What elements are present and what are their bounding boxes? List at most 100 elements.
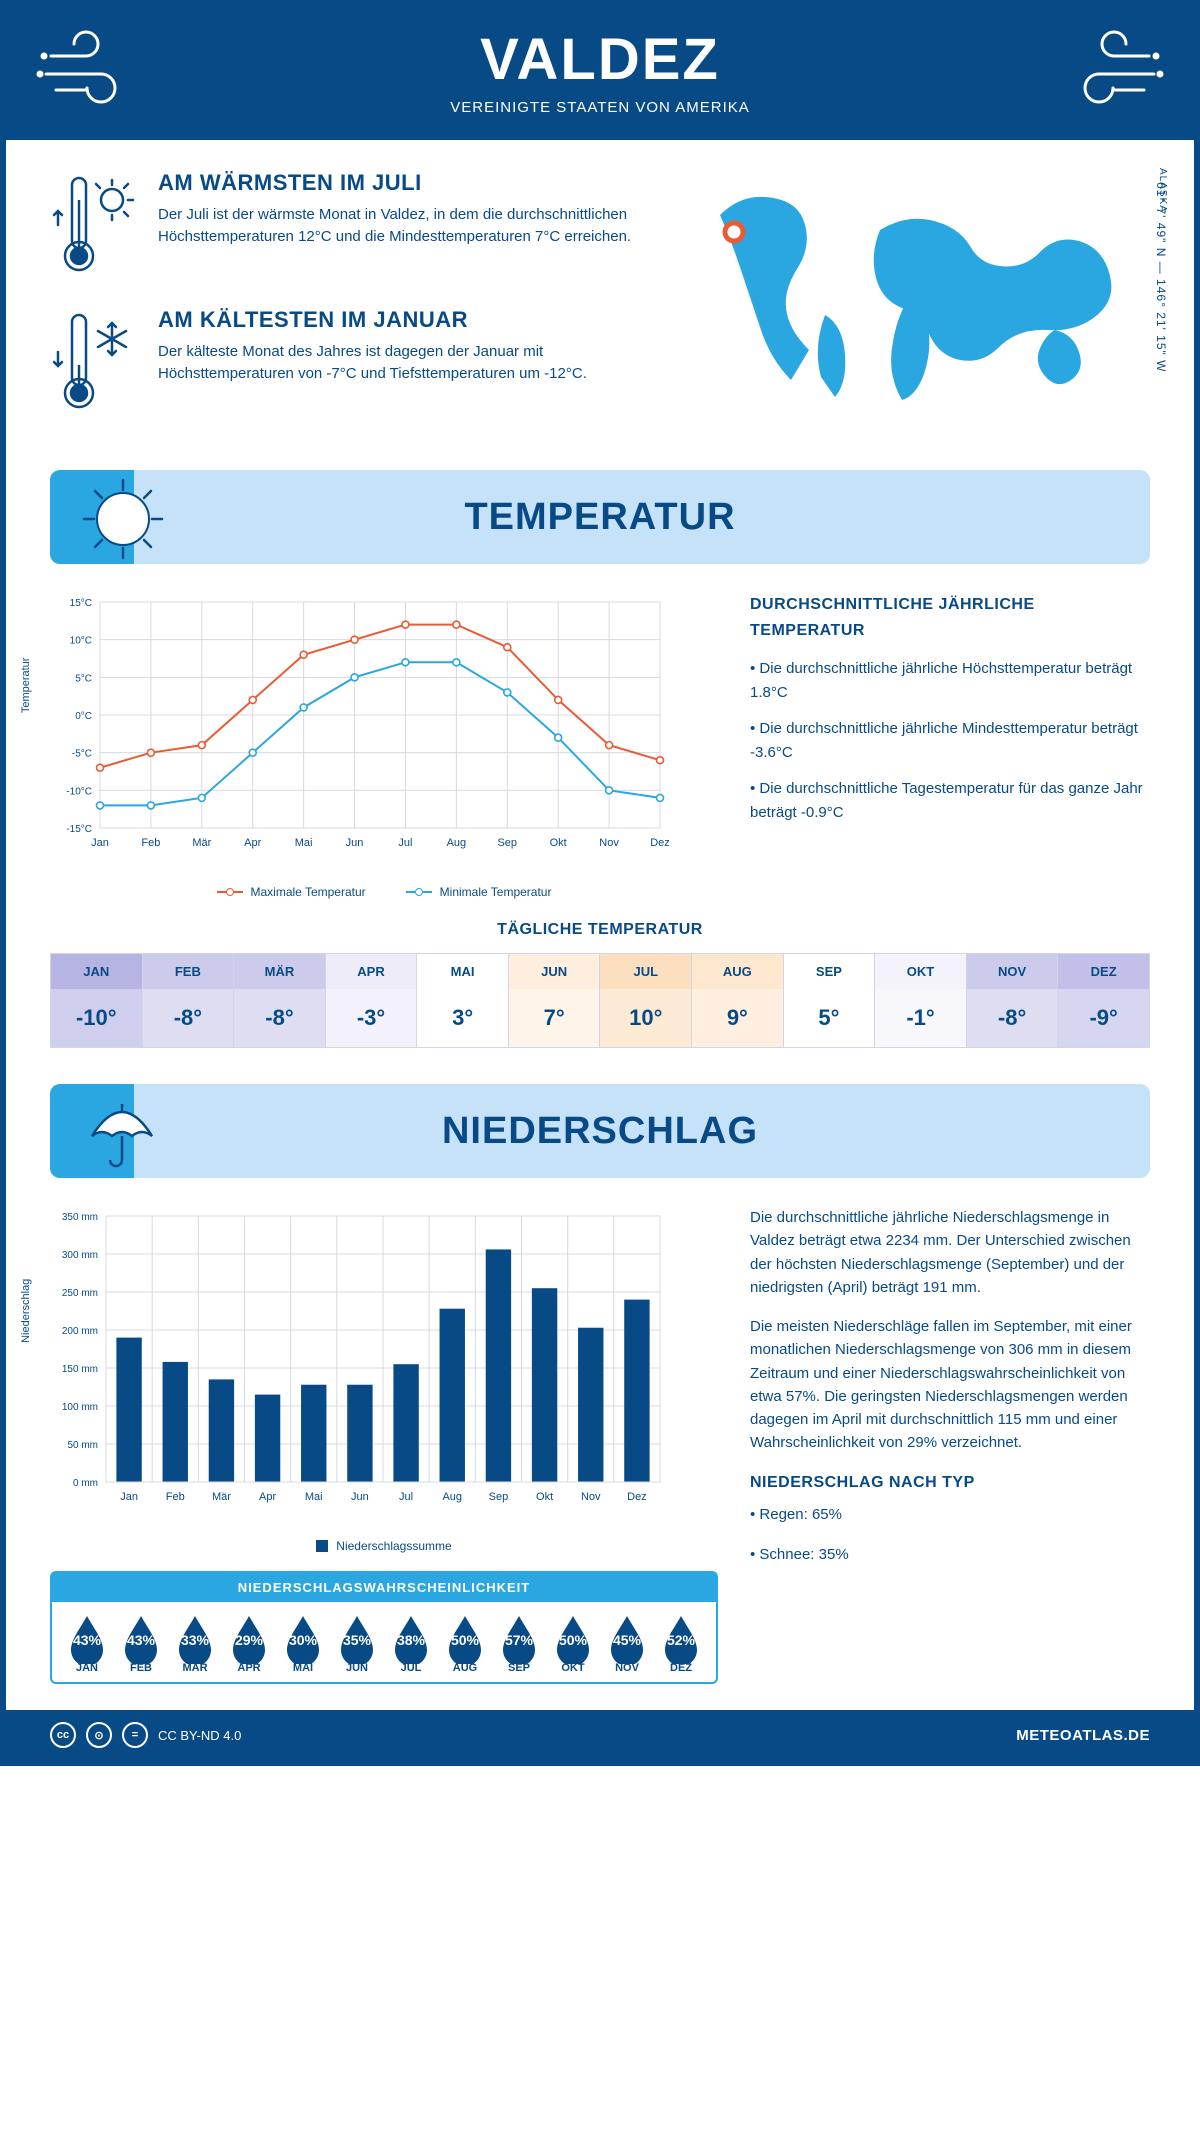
daily-cell: FEB-8° [143,954,235,1047]
precipitation-summary: Die durchschnittliche jährliche Niedersc… [750,1206,1150,1684]
svg-text:5°C: 5°C [75,673,92,684]
thermometer-snow-icon [50,307,140,417]
svg-text:200 mm: 200 mm [62,1326,98,1337]
svg-text:0°C: 0°C [75,711,92,722]
nd-icon: = [122,1722,148,1748]
daily-cell: MÄR-8° [234,954,326,1047]
svg-text:350 mm: 350 mm [62,1212,98,1223]
temperature-line-chart: Temperatur -15°C-10°C-5°C0°C5°C10°C15°CJ… [50,592,718,877]
svg-text:Aug: Aug [447,837,467,849]
temp-bullet: • Die durchschnittliche jährliche Mindes… [750,717,1150,765]
y-axis-label: Temperatur [20,657,32,713]
daily-cell: AUG9° [692,954,784,1047]
prob-cell: 45%NOV [600,1612,654,1674]
page-header: VALDEZ VEREINIGTE STAATEN VON AMERIKA [6,6,1194,140]
temperature-heading: TEMPERATUR [464,496,735,539]
svg-text:0 mm: 0 mm [73,1478,98,1489]
svg-text:Apr: Apr [259,1491,276,1503]
thermometer-sun-icon [50,170,140,280]
svg-text:Jul: Jul [398,837,412,849]
site-name: METEOATLAS.DE [1016,1727,1150,1744]
coordinates: 61° 7' 49" N — 146° 21' 15" W [1154,182,1168,372]
prob-cell: 35%JUN [330,1612,384,1674]
temperature-banner: TEMPERATUR [50,470,1150,564]
cc-icon: cc [50,1722,76,1748]
license-text: CC BY-ND 4.0 [158,1728,241,1743]
warmest-body: Der Juli ist der wärmste Monat in Valdez… [158,204,654,248]
svg-text:Okt: Okt [536,1491,553,1503]
daily-temp-title: TÄGLICHE TEMPERATUR [50,921,1150,939]
wind-icon [36,26,146,106]
svg-text:Jun: Jun [346,837,364,849]
precip-type-heading: NIEDERSCHLAG NACH TYP [750,1471,1150,1496]
prob-title: NIEDERSCHLAGSWAHRSCHEINLICHKEIT [52,1573,716,1602]
daily-cell: JAN-10° [51,954,143,1047]
precip-type: • Regen: 65% [750,1503,1150,1526]
warmest-block: AM WÄRMSTEN IM JULI Der Juli ist der wär… [50,170,654,285]
svg-text:Feb: Feb [166,1491,185,1503]
daily-cell: JUN7° [509,954,601,1047]
svg-text:Okt: Okt [550,837,567,849]
umbrella-icon [80,1090,162,1172]
prob-cell: 43%JAN [60,1612,114,1674]
prob-cell: 57%SEP [492,1612,546,1674]
temp-text-heading: DURCHSCHNITTLICHE JÄHRLICHE TEMPERATUR [750,592,1150,643]
svg-text:Jul: Jul [399,1491,413,1503]
page-subtitle: VEREINIGTE STAATEN VON AMERIKA [6,99,1194,116]
svg-text:15°C: 15°C [70,598,92,609]
coldest-block: AM KÄLTESTEN IM JANUAR Der kälteste Mona… [50,307,654,422]
svg-text:300 mm: 300 mm [62,1250,98,1261]
temperature-summary: DURCHSCHNITTLICHE JÄHRLICHE TEMPERATUR •… [750,592,1150,899]
precip-probability-box: NIEDERSCHLAGSWAHRSCHEINLICHKEIT 43%JAN43… [50,1571,718,1684]
prob-cell: 38%JUL [384,1612,438,1674]
prob-cell: 33%MÄR [168,1612,222,1674]
precip-paragraph: Die durchschnittliche jährliche Niedersc… [750,1206,1150,1299]
temp-bullet: • Die durchschnittliche Tagestemperatur … [750,777,1150,825]
daily-cell: APR-3° [326,954,418,1047]
svg-text:Aug: Aug [442,1491,462,1503]
legend-precip: Niederschlagssumme [336,1539,451,1553]
y-axis-label: Niederschlag [20,1278,32,1342]
daily-cell: SEP5° [784,954,876,1047]
svg-text:Mär: Mär [192,837,211,849]
sun-icon [80,476,166,562]
page-footer: cc ⊙ = CC BY-ND 4.0 METEOATLAS.DE [6,1710,1194,1760]
coldest-body: Der kälteste Monat des Jahres ist dagege… [158,341,654,385]
svg-text:250 mm: 250 mm [62,1288,98,1299]
daily-cell: NOV-8° [967,954,1059,1047]
prob-cell: 50%AUG [438,1612,492,1674]
daily-cell: JUL10° [600,954,692,1047]
svg-text:Dez: Dez [627,1491,647,1503]
prob-cell: 52%DEZ [654,1612,708,1674]
svg-text:100 mm: 100 mm [62,1402,98,1413]
by-icon: ⊙ [86,1722,112,1748]
daily-cell: MAI3° [417,954,509,1047]
world-map: ALASKA 61° 7' 49" N — 146° 21' 15" W [690,170,1150,444]
warmest-title: AM WÄRMSTEN IM JULI [158,170,654,196]
daily-temp-table: JAN-10°FEB-8°MÄR-8°APR-3°MAI3°JUN7°JUL10… [50,953,1150,1048]
prob-cell: 50%OKT [546,1612,600,1674]
svg-text:50 mm: 50 mm [67,1440,98,1451]
svg-text:Mai: Mai [295,837,313,849]
legend-max: Maximale Temperatur [251,885,366,899]
daily-cell: DEZ-9° [1058,954,1149,1047]
svg-text:Sep: Sep [497,837,517,849]
temp-bullet: • Die durchschnittliche jährliche Höchst… [750,657,1150,705]
prob-cell: 30%MAI [276,1612,330,1674]
precipitation-heading: NIEDERSCHLAG [442,1110,758,1153]
svg-text:Apr: Apr [244,837,261,849]
chart-legend: Niederschlagssumme [50,1539,718,1553]
svg-text:150 mm: 150 mm [62,1364,98,1375]
precipitation-bar-chart: Niederschlag 0 mm50 mm100 mm150 mm200 mm… [50,1206,718,1531]
precip-type: • Schnee: 35% [750,1543,1150,1566]
svg-text:Sep: Sep [489,1491,509,1503]
svg-text:Nov: Nov [599,837,619,849]
svg-text:-5°C: -5°C [72,749,92,760]
svg-text:Jan: Jan [120,1491,138,1503]
coldest-title: AM KÄLTESTEN IM JANUAR [158,307,654,333]
svg-text:Dez: Dez [650,837,670,849]
svg-text:-15°C: -15°C [66,824,92,835]
legend-min: Minimale Temperatur [440,885,552,899]
svg-text:Mär: Mär [212,1491,231,1503]
svg-text:Jan: Jan [91,837,109,849]
